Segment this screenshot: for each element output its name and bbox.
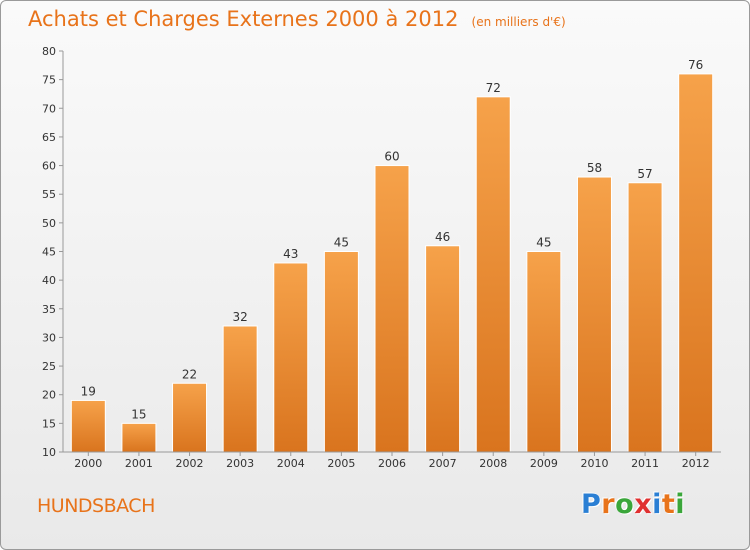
x-tick-label: 2010 (580, 457, 608, 470)
bars: 19 15 22 32 43 45 60 46 72 45 58 57 76 (70, 58, 714, 453)
y-tick-label: 10 (42, 446, 56, 459)
bar-2005 (323, 251, 359, 453)
bar-value-label: 43 (283, 247, 298, 261)
x-tick-label: 2009 (530, 457, 558, 470)
x-axis: 2000 2001 2002 2003 2004 2005 2006 2007 2008 2009… (63, 451, 721, 470)
y-tick-label: 20 (42, 389, 56, 402)
logo-letter: o (615, 489, 635, 520)
x-tick-label: 2003 (226, 457, 254, 470)
bar-value-label: 22 (182, 367, 197, 381)
logo-letter: t (661, 489, 676, 520)
bar-2008 (475, 96, 511, 453)
y-tick-label: 75 (42, 74, 56, 87)
bar-2004 (273, 262, 309, 453)
chart-unit: (en milliers d'€) (471, 15, 566, 29)
bar-value-label: 45 (536, 236, 551, 250)
x-tick-label: 2005 (327, 457, 355, 470)
x-tick-label: 2000 (74, 457, 102, 470)
bar-value-label: 60 (384, 150, 399, 164)
x-tick-label: 2011 (631, 457, 659, 470)
bar-2000 (70, 399, 106, 453)
y-tick-label: 35 (42, 303, 56, 316)
chart-header: Achats et Charges Externes 2000 à 2012 (… (28, 7, 566, 31)
bar-value-label: 32 (233, 310, 248, 324)
y-tick-label: 55 (42, 188, 56, 201)
y-tick-label: 60 (42, 160, 56, 173)
bar-2006 (374, 165, 410, 453)
bar-2011 (627, 182, 663, 453)
x-tick-label: 2006 (378, 457, 406, 470)
bar-2001 (121, 422, 157, 453)
y-tick-label: 30 (42, 331, 56, 344)
y-tick-label: 80 (42, 45, 56, 58)
bar-2010 (576, 176, 612, 453)
logo-letter: i (675, 489, 686, 520)
bar-2007 (425, 245, 461, 453)
bar-value-label: 15 (131, 407, 146, 421)
logo-letter: x (634, 489, 653, 520)
logo-letter: r (601, 489, 616, 520)
proxiti-logo: Proxiti (581, 489, 685, 520)
y-tick-label: 70 (42, 102, 56, 115)
bar-2003 (222, 325, 258, 453)
y-tick-label: 25 (42, 360, 56, 373)
y-tick-label: 40 (42, 274, 56, 287)
x-tick-label: 2002 (176, 457, 204, 470)
bar-value-label: 58 (587, 161, 602, 175)
bar-value-label: 72 (486, 81, 501, 95)
x-tick-label: 2004 (277, 457, 305, 470)
commune-name: HUNDSBACH (37, 495, 155, 517)
bar-value-label: 45 (334, 236, 349, 250)
x-tick-label: 2012 (682, 457, 710, 470)
y-axis: 10 15 20 25 30 35 40 45 50 55 60 65 70 75 80 (42, 45, 64, 459)
logo-letter: i (652, 489, 662, 520)
bar-value-label: 46 (435, 230, 450, 244)
bar-2009 (526, 251, 562, 453)
bar-2012 (678, 73, 714, 453)
x-tick-label: 2007 (429, 457, 457, 470)
bar-value-label: 19 (81, 384, 96, 398)
logo-letter: P (581, 489, 602, 520)
x-tick-label: 2008 (479, 457, 507, 470)
y-tick-label: 45 (42, 246, 56, 259)
y-tick-label: 15 (42, 417, 56, 430)
bar-value-label: 76 (688, 58, 703, 72)
x-tick-label: 2001 (125, 457, 153, 470)
bar-2002 (172, 382, 208, 453)
y-tick-label: 50 (42, 217, 56, 230)
y-tick-label: 65 (42, 131, 56, 144)
bar-value-label: 57 (637, 167, 652, 181)
chart-title: Achats et Charges Externes 2000 à 2012 (28, 7, 459, 31)
